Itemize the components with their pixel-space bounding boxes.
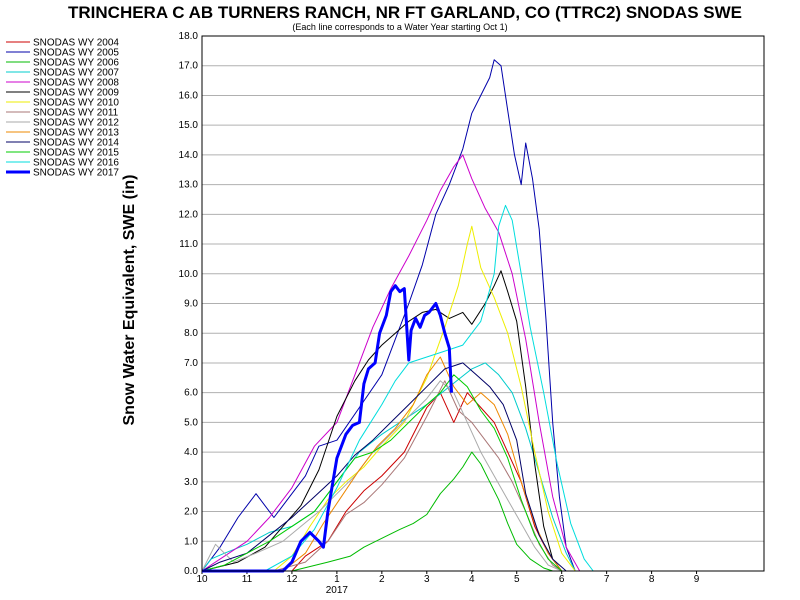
series-line: [202, 451, 553, 572]
series-line: [202, 225, 576, 572]
y-tick-label: 9.0: [184, 299, 198, 310]
y-tick-label: 12.0: [179, 209, 199, 220]
y-tick-label: 18.0: [179, 31, 199, 42]
legend-label: SNODAS WY 2012: [33, 118, 119, 129]
y-tick-label: 7.0: [184, 358, 198, 369]
y-tick-label: 2.0: [184, 507, 198, 518]
x-tick-label: 8: [649, 574, 655, 585]
y-axis-label: Snow Water Equivalent, SWE (in): [121, 175, 138, 426]
legend-label: SNODAS WY 2011: [33, 108, 119, 119]
chart-title: TRINCHERA C AB TURNERS RANCH, NR FT GARL…: [68, 3, 742, 22]
legend-label: SNODAS WY 2007: [33, 68, 119, 79]
x-tick-label: 7: [604, 574, 610, 585]
series-line: [201, 380, 562, 572]
legend-label: SNODAS WY 2014: [33, 138, 119, 149]
series-line: [201, 59, 576, 572]
y-tick-label: 14.0: [179, 150, 199, 161]
y-tick-label: 4.0: [184, 447, 198, 458]
y-tick-label: 3.0: [184, 477, 198, 488]
y-tick-label: 16.0: [179, 90, 199, 101]
y-tick-label: 13.0: [179, 180, 199, 191]
y-tick-label: 17.0: [179, 61, 199, 72]
y-tick-labels: 0.0 1.0 2.0 3.0 4.0 5.0 6.0 7.0 8.0 9.0 10.0 11.0 12…: [179, 31, 199, 577]
legend-label: SNODAS WY 2006: [33, 58, 119, 69]
x-tick-label: 9: [694, 574, 700, 585]
legend-label: SNODAS WY 2009: [33, 88, 119, 99]
series-line: [201, 362, 567, 572]
legend-label: SNODAS WY 2015: [33, 148, 119, 159]
y-tick-label: 5.0: [184, 417, 198, 428]
y-tick-label: 8.0: [184, 328, 198, 339]
series-line: [201, 362, 576, 572]
series-line: [201, 374, 563, 572]
legend-label: SNODAS WY 2010: [33, 98, 119, 109]
x-tick-label: 5: [514, 574, 520, 585]
legend-label: SNODAS WY 2017: [33, 168, 119, 179]
x-tick-label: 3: [424, 574, 430, 585]
y-tick-label: 15.0: [179, 120, 199, 131]
x-tick-label: 12: [286, 574, 298, 585]
y-tick-label: 6.0: [184, 388, 198, 399]
series-lines: [201, 59, 594, 573]
legend-label: SNODAS WY 2013: [33, 128, 119, 139]
legend-label: SNODAS WY 2005: [33, 48, 119, 59]
x-tick-label: 10: [196, 574, 208, 585]
y-tick-label: 11.0: [179, 239, 198, 250]
chart-subtitle: (Each line corresponds to a Water Year s…: [292, 22, 507, 32]
series-line: [202, 284, 453, 573]
x-tick-label: 2: [379, 574, 385, 585]
legend-label: SNODAS WY 2004: [33, 38, 119, 49]
series-line: [201, 154, 581, 572]
legend-label: SNODAS WY 2008: [33, 78, 119, 89]
legend-label: SNODAS WY 2016: [33, 158, 119, 169]
y-tick-label: 0.0: [184, 566, 198, 577]
y-tick-label: 10.0: [179, 269, 199, 280]
x-tick-label: 4: [469, 574, 475, 585]
series-line: [201, 270, 563, 572]
x-tick-label: 1: [334, 574, 340, 585]
y-tick-label: 1.0: [184, 536, 198, 547]
grid: [202, 35, 764, 572]
plot-frame: [201, 35, 765, 572]
x-tick-label: 11: [242, 574, 253, 585]
x-tick-label: 6: [559, 574, 565, 585]
x-year-label: 2017: [326, 585, 349, 596]
series-line: [202, 204, 594, 572]
